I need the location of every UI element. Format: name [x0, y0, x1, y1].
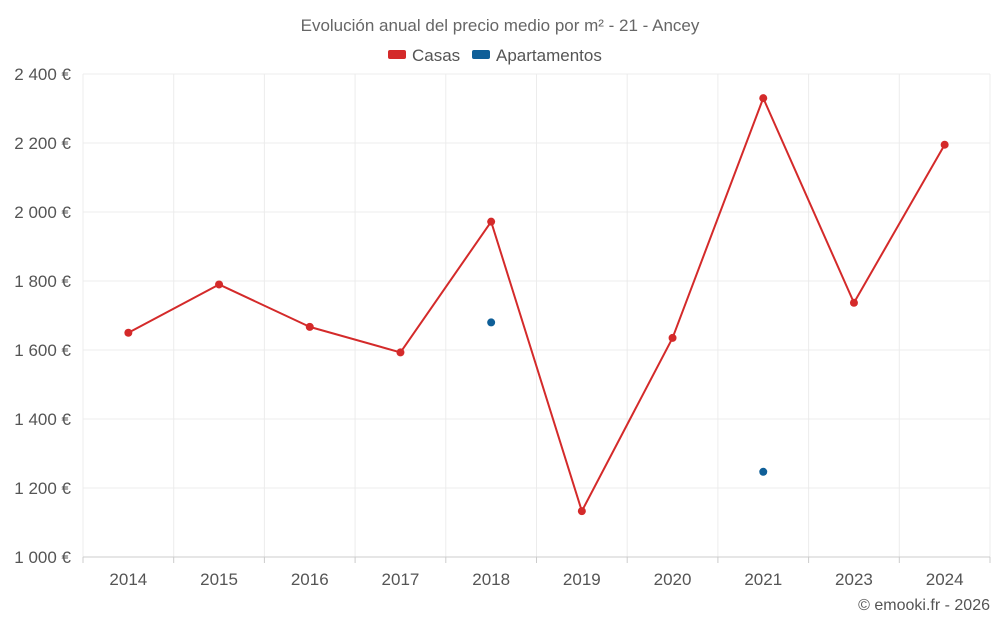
legend: Casas Apartamentos — [388, 46, 602, 65]
data-point-casas[interactable] — [215, 280, 224, 289]
line-segment-casas — [852, 143, 946, 304]
x-axis-ticks: 2014 2015 2016 2017 2018 2019 2020 2021 2023 2024 — [109, 570, 963, 589]
y-tick-label: 1 400 € — [14, 410, 71, 429]
x-tick-label: 2020 — [654, 570, 692, 589]
line-segment-casas — [399, 220, 493, 354]
line-segment-casas — [308, 325, 402, 354]
x-tick-label: 2018 — [472, 570, 510, 589]
legend-item-apartamentos[interactable]: Apartamentos — [472, 46, 602, 65]
line-segment-casas — [127, 283, 221, 334]
y-tick-label: 2 000 € — [14, 203, 71, 222]
line-segment-casas — [671, 97, 765, 339]
chart-title: Evolución anual del precio medio por m² … — [301, 16, 700, 35]
y-tick-label: 1 200 € — [14, 479, 71, 498]
legend-swatch-apartamentos — [472, 50, 490, 59]
data-point-casas[interactable] — [759, 94, 768, 103]
data-point-casas[interactable] — [849, 298, 858, 307]
x-tick-label: 2021 — [744, 570, 782, 589]
x-tick-label: 2014 — [109, 570, 147, 589]
x-tick-label: 2015 — [200, 570, 238, 589]
data-point-apartamentos[interactable] — [487, 318, 496, 327]
data-point-casas[interactable] — [940, 140, 949, 149]
x-tick-label: 2017 — [382, 570, 420, 589]
y-tick-label: 1 600 € — [14, 341, 71, 360]
legend-label-casas: Casas — [412, 46, 460, 65]
legend-label-apartamentos: Apartamentos — [496, 46, 602, 65]
line-segment-casas — [218, 283, 311, 328]
y-axis-ticks: 1 000 € 1 200 € 1 400 € 1 600 € 1 800 € 2 000… — [14, 65, 71, 567]
line-segment-casas — [762, 97, 855, 304]
data-point-casas[interactable] — [668, 333, 677, 342]
data-point-apartamentos[interactable] — [759, 467, 768, 476]
y-tick-label: 1 000 € — [14, 548, 71, 567]
x-tick-label: 2023 — [835, 570, 873, 589]
series — [124, 94, 949, 516]
legend-swatch-casas — [388, 50, 406, 59]
x-tick-label: 2016 — [291, 570, 329, 589]
line-segment-casas — [580, 336, 674, 513]
data-point-casas[interactable] — [577, 507, 586, 516]
y-tick-label: 2 200 € — [14, 134, 71, 153]
data-point-casas[interactable] — [124, 328, 133, 337]
x-tick-label: 2024 — [926, 570, 964, 589]
x-tick-label: 2019 — [563, 570, 601, 589]
data-point-casas[interactable] — [305, 322, 314, 331]
credit-text: © emooki.fr - 2026 — [858, 597, 990, 614]
y-tick-label: 2 400 € — [14, 65, 71, 84]
data-point-casas[interactable] — [396, 348, 405, 357]
line-segment-casas — [490, 220, 583, 513]
y-tick-label: 1 800 € — [14, 272, 71, 291]
grid — [82, 73, 991, 563]
legend-item-casas[interactable]: Casas — [388, 46, 460, 65]
data-point-casas[interactable] — [487, 217, 496, 226]
